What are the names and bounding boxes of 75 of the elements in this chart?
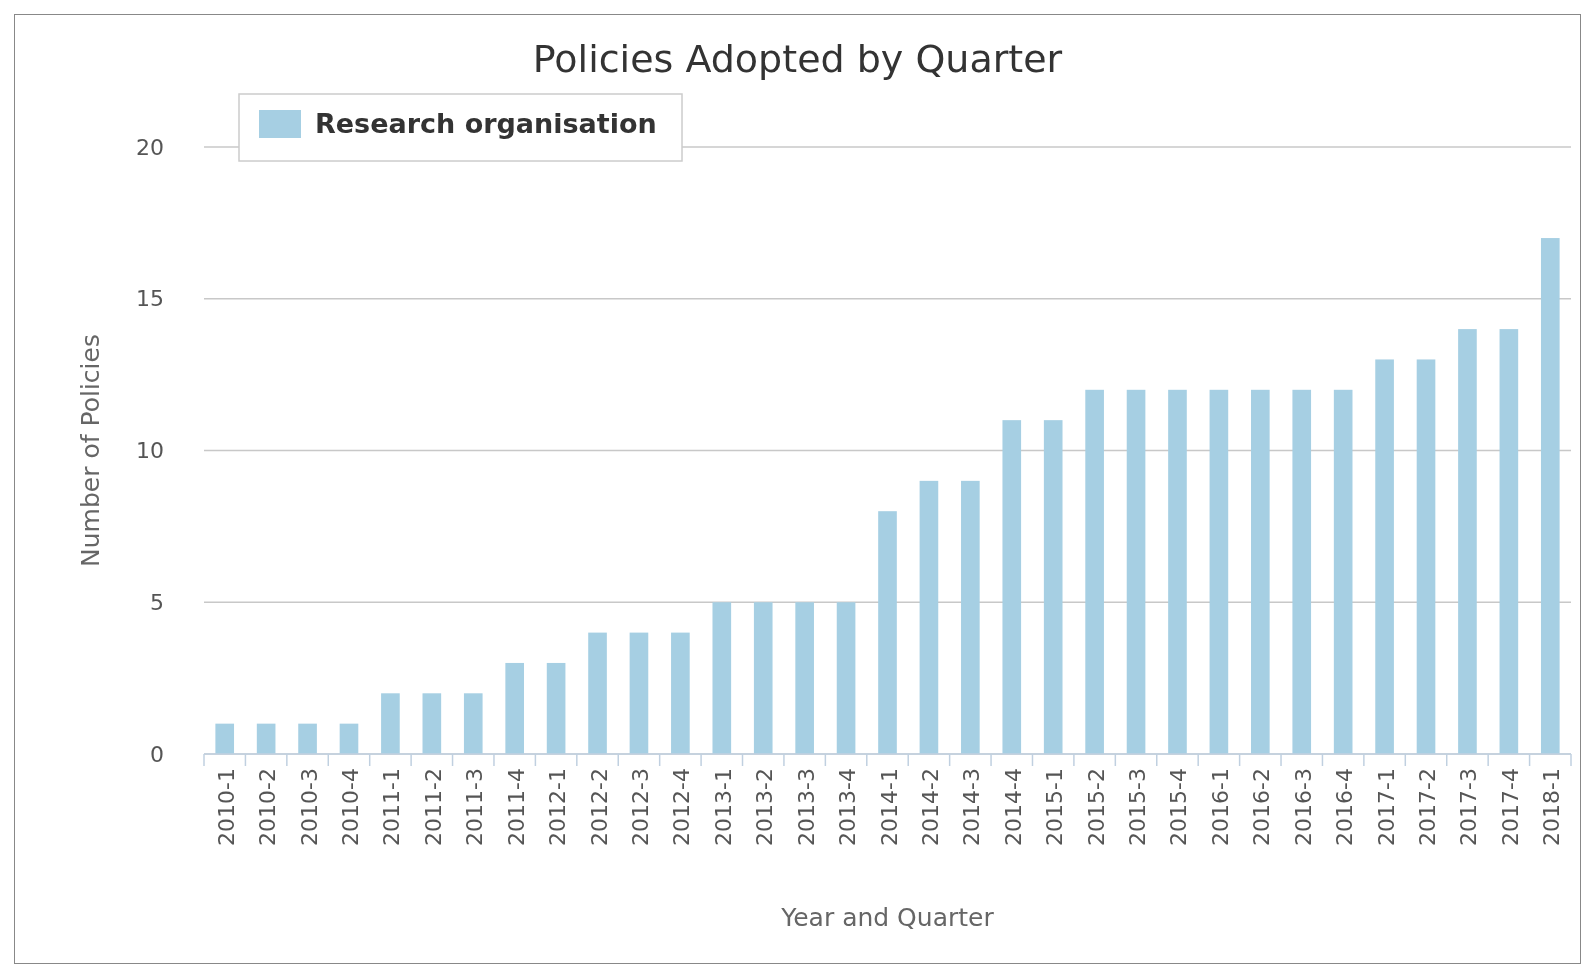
x-tick-label: 2010-4 xyxy=(337,768,363,846)
bar xyxy=(588,632,607,754)
x-tick-label: 2012-1 xyxy=(545,768,571,846)
x-tick-label: 2017-3 xyxy=(1456,768,1482,846)
bar xyxy=(1002,420,1022,754)
x-tick-label: 2011-3 xyxy=(462,768,488,846)
x-tick-label: 2017-1 xyxy=(1373,768,1399,846)
bar xyxy=(629,632,649,754)
x-tick-label: 2016-2 xyxy=(1249,768,1275,846)
y-tick-label: 20 xyxy=(136,134,164,160)
bar xyxy=(381,693,400,754)
bar xyxy=(422,693,442,754)
y-axis-title: Number of Policies xyxy=(76,334,105,567)
x-tick-label: 2013-4 xyxy=(835,768,861,846)
x-tick-label: 2017-4 xyxy=(1497,768,1523,846)
x-tick-label: 2014-4 xyxy=(1000,768,1026,846)
y-tick-label: 10 xyxy=(136,438,164,464)
bar xyxy=(339,723,359,754)
x-tick-label: 2011-2 xyxy=(420,768,446,846)
y-tick-label: 5 xyxy=(150,589,164,615)
bar xyxy=(961,480,980,754)
x-tick-label: 2017-2 xyxy=(1415,768,1441,846)
x-tick-label: 2012-4 xyxy=(669,768,695,846)
bar xyxy=(546,662,566,754)
x-tick-label: 2015-4 xyxy=(1166,768,1192,846)
y-tick-label: 0 xyxy=(150,741,164,767)
x-tick-label: 2010-3 xyxy=(296,768,322,846)
bar xyxy=(505,662,524,754)
x-tick-label: 2015-3 xyxy=(1125,768,1151,846)
bar xyxy=(1209,389,1229,754)
y-tick-label: 15 xyxy=(136,286,164,312)
bar xyxy=(1416,359,1436,754)
bar xyxy=(463,693,483,754)
bar xyxy=(298,723,317,754)
x-axis-title: Year and Quarter xyxy=(780,903,995,932)
x-tick-label: 2014-1 xyxy=(876,768,902,846)
bar xyxy=(1085,389,1104,754)
bar xyxy=(1168,389,1187,754)
bar xyxy=(1375,359,1394,754)
bar xyxy=(836,602,856,754)
bar xyxy=(1292,389,1312,754)
bar xyxy=(795,602,814,754)
bar xyxy=(256,723,276,754)
x-tick-label: 2014-2 xyxy=(917,768,943,846)
bar xyxy=(1333,389,1353,754)
x-tick-label: 2016-4 xyxy=(1332,768,1358,846)
x-tick-label: 2013-2 xyxy=(752,768,778,846)
x-tick-label: 2011-4 xyxy=(503,768,529,846)
bar xyxy=(1540,238,1560,754)
x-tick-label: 2012-3 xyxy=(627,768,653,846)
x-tick-label: 2011-1 xyxy=(379,768,405,846)
x-tick-label: 2015-2 xyxy=(1083,768,1109,846)
x-tick-label: 2014-3 xyxy=(959,768,985,846)
bar xyxy=(1251,389,1270,754)
bar xyxy=(1499,329,1519,754)
x-tick-label: 2015-1 xyxy=(1042,768,1068,846)
x-tick-label: 2012-2 xyxy=(586,768,612,846)
x-tick-label: 2013-3 xyxy=(793,768,819,846)
bar xyxy=(919,480,939,754)
bar xyxy=(1126,389,1146,754)
bar xyxy=(753,602,773,754)
bar xyxy=(1043,420,1063,754)
bar xyxy=(215,723,235,754)
x-tick-label: 2018-1 xyxy=(1539,768,1565,846)
x-tick-label: 2010-2 xyxy=(255,768,281,846)
x-tick-label: 2013-1 xyxy=(710,768,736,846)
x-tick-label: 2010-1 xyxy=(213,768,239,846)
bar xyxy=(671,632,690,754)
x-tick-label: 2016-3 xyxy=(1290,768,1316,846)
legend-label: Research organisation xyxy=(315,108,657,140)
bar xyxy=(712,602,732,754)
bar xyxy=(878,511,897,754)
chart-title: Policies Adopted by Quarter xyxy=(532,37,1063,81)
bar xyxy=(1458,329,1477,754)
x-tick-label: 2016-1 xyxy=(1207,768,1233,846)
